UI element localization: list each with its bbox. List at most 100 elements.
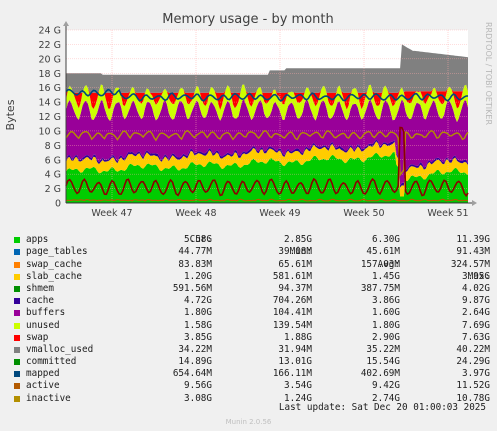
line-committed	[65, 88, 468, 102]
legend-swatch	[14, 395, 20, 402]
legend-swatch	[14, 310, 20, 317]
legend-value-avg: 402.69M	[360, 368, 400, 380]
legend-row-cache: cache 4.72G 704.26M 3.86G 9.87G	[8, 295, 490, 307]
legend-swatch	[14, 261, 20, 268]
y-tick-label: 2 G	[45, 184, 61, 195]
y-tick-label: 12 G	[39, 112, 61, 123]
x-tick-label: Week 48	[175, 208, 216, 219]
legend-value-max: 11.52G	[456, 380, 490, 392]
legend-value-min: 704.26M	[272, 295, 312, 307]
legend-swatch	[14, 383, 20, 390]
legend-value-min: 139.54M	[272, 319, 312, 331]
legend-value-max: 3.97G	[462, 368, 490, 380]
legend-name: buffers	[26, 307, 66, 319]
legend-row-unused: unused 1.58G 139.54M 1.80G 7.69G	[8, 320, 490, 332]
y-tick-label: 8 G	[45, 141, 61, 152]
legend-value-cur: 591.56M	[172, 282, 212, 294]
y-tick-label: 14 G	[39, 98, 61, 109]
legend-value-cur: 5.58G	[184, 234, 212, 246]
last-update: Last update: Sat Dec 20 01:00:03 2025	[278, 402, 486, 413]
legend-value-min: 1.88G	[284, 331, 312, 343]
legend-row-buffers: buffers 1.80G 104.41M 1.60G 2.64G	[8, 307, 490, 319]
legend-row-page_tables: page_tables 44.77M 39.08M 45.61M 91.43M	[8, 246, 490, 258]
legend-value-max: 24.29G	[456, 356, 490, 368]
legend-value-max: 11.39G	[456, 234, 490, 246]
legend-value-cur: 3.85G	[184, 331, 212, 343]
area-cache	[66, 99, 468, 186]
col-max: Max:	[467, 270, 490, 282]
munin-version: Munin 2.0.56	[225, 418, 272, 426]
legend-value-max: 7.69G	[462, 319, 490, 331]
legend-name: committed	[26, 356, 77, 368]
legend-row-slab_cache: slab_cache 1.20G 581.61M 1.45G 3.95G	[8, 271, 490, 283]
legend-row-inactive: inactive 3.08G 1.24G 2.74G 10.78G	[8, 393, 490, 405]
legend-value-max: 3.95G	[462, 270, 490, 282]
legend-value-cur: 4.72G	[184, 295, 212, 307]
x-tick-label: Week 50	[343, 208, 384, 219]
legend-value-max: 324.57M	[450, 258, 490, 270]
legend-swatch	[14, 359, 20, 366]
plot-area: 0 2 G 4 G 6 G 8 G 10 G 12 G 14 G 16 G 18 G 20 G 22 …	[39, 21, 477, 219]
legend-value-cur: 1.20G	[184, 270, 212, 282]
legend-value-max: 2.64G	[462, 307, 490, 319]
legend-swatch	[14, 346, 20, 353]
legend-value-min: 94.37M	[278, 282, 312, 294]
legend-rows: apps 5.58G 2.85G 6.30G 11.39G page_tables 44.7…	[8, 234, 490, 405]
legend-value-cur: 14.89G	[178, 356, 212, 368]
y-tick-label: 0	[55, 199, 61, 210]
legend-value-avg: 387.75M	[360, 282, 400, 294]
legend-name: inactive	[26, 392, 71, 404]
line-inactive	[65, 126, 469, 198]
legend-name: page_tables	[26, 246, 88, 258]
legend-value-min: 13.01G	[278, 356, 312, 368]
legend-row-shmem: shmem 591.56M 94.37M 387.75M 4.02G	[8, 283, 490, 295]
memory-chart: Memory usage - by month Bytes RRDTOOL / …	[4, 12, 493, 219]
legend-value-cur: 654.64M	[172, 368, 212, 380]
x-tick-label: Week 49	[259, 208, 300, 219]
y-axis-arrow	[63, 21, 69, 26]
legend-value-min: 166.11M	[272, 368, 312, 380]
y-tick-label: 4 G	[45, 170, 61, 181]
legend-value-avg: 9.42G	[372, 380, 400, 392]
col-cur: Cur:	[189, 234, 212, 246]
legend-value-avg: 45.61M	[366, 246, 400, 258]
legend-swatch	[14, 249, 20, 256]
y-tick-label: 16 G	[39, 83, 61, 94]
y-tick-label: 10 G	[39, 126, 61, 137]
legend-row-committed: committed 14.89G 13.01G 15.54G 24.29G	[8, 356, 490, 368]
legend-value-cur: 1.80G	[184, 307, 212, 319]
y-axis-label: Bytes	[4, 99, 17, 130]
legend-table: Cur: Min: Avg: Max: apps 5.58G 2.85G 6.30G 1…	[8, 222, 490, 405]
legend-swatch	[14, 237, 20, 244]
legend-name: vmalloc_used	[26, 343, 94, 355]
col-min: Min:	[289, 246, 312, 258]
y-tick-label: 20 G	[39, 54, 61, 65]
legend-value-max: 40.22M	[456, 343, 490, 355]
legend-value-cur: 9.56G	[184, 380, 212, 392]
legend-header: Cur: Min: Avg: Max:	[8, 222, 490, 282]
legend-value-min: 2.85G	[284, 234, 312, 246]
area-slab_cache	[66, 141, 468, 197]
legend-swatch	[14, 285, 20, 292]
legend-row-mapped: mapped 654.64M 166.11M 402.69M 3.97G	[8, 368, 490, 380]
legend-swatch	[14, 322, 20, 329]
x-tick-label: Week 47	[91, 208, 132, 219]
legend-value-cur: 44.77M	[178, 246, 212, 258]
legend-value-min: 65.61M	[278, 258, 312, 270]
legend-row-swap_cache: swap_cache 83.83M 65.61M 157.03M 324.57M	[8, 259, 490, 271]
legend-name: mapped	[26, 368, 60, 380]
legend-value-min: 104.41M	[272, 307, 312, 319]
legend-value-cur: 34.22M	[178, 343, 212, 355]
y-tick-label: 6 G	[45, 155, 61, 166]
legend-row-vmalloc_used: vmalloc_used 34.22M 31.94M 35.22M 40.22M	[8, 344, 490, 356]
legend-name: swap	[26, 331, 49, 343]
rrdtool-credit: RRDTOOL / TOBI OETIKER	[484, 22, 493, 125]
legend-value-avg: 35.22M	[366, 343, 400, 355]
legend-swatch	[14, 298, 20, 305]
legend-name: slab_cache	[26, 270, 82, 282]
legend-value-avg: 1.45G	[372, 270, 400, 282]
legend-row-swap: swap 3.85G 1.88G 2.90G 7.63G	[8, 332, 490, 344]
legend-value-avg: 3.86G	[372, 295, 400, 307]
legend-value-avg: 1.60G	[372, 307, 400, 319]
col-avg: Avg:	[377, 258, 400, 270]
